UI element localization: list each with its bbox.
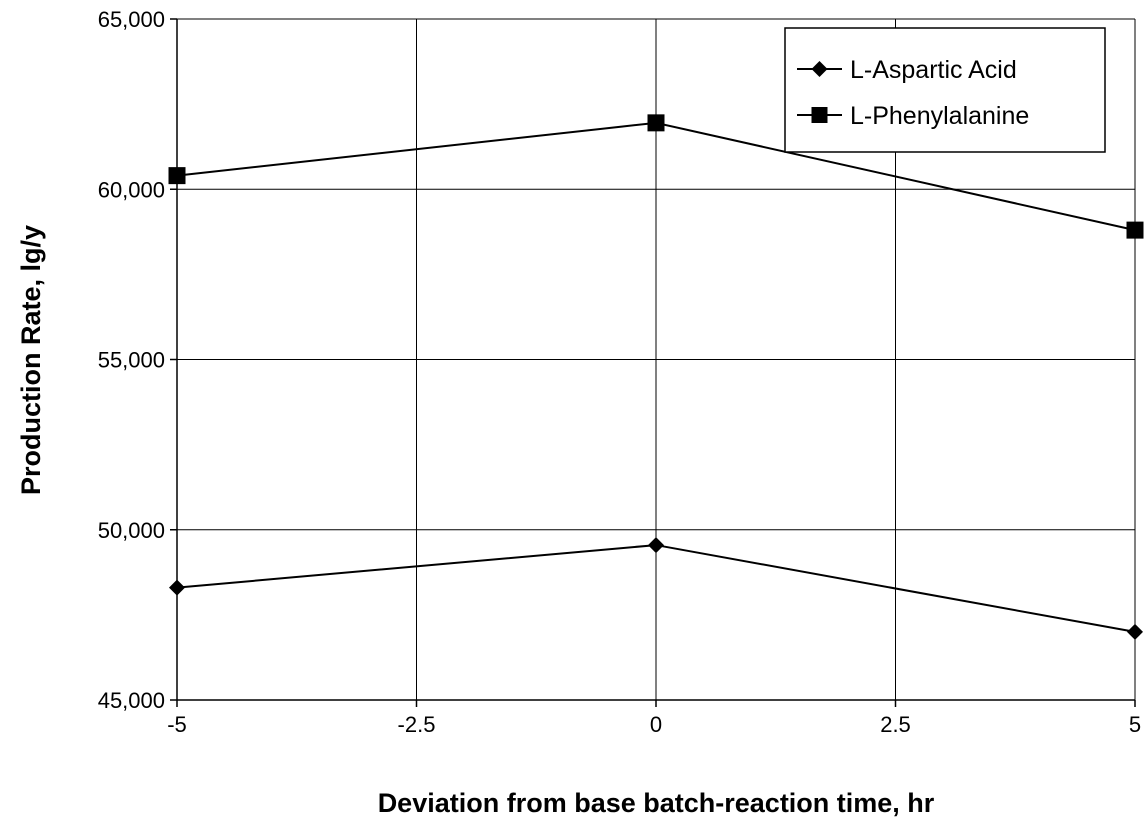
data-point-diamond	[1127, 623, 1143, 640]
legend-marker-square	[811, 107, 828, 123]
x-tick-label: 5	[1129, 712, 1141, 737]
y-tick-label: 45,000	[98, 688, 165, 713]
data-point-square	[647, 114, 665, 132]
data-point-square	[1126, 221, 1144, 239]
legend: L-Aspartic Acid L-Phenylalanine	[784, 27, 1106, 153]
x-axis-title: Deviation from base batch-reaction time,…	[378, 788, 935, 818]
data-point-diamond	[169, 579, 185, 596]
y-tick-label: 50,000	[98, 518, 165, 543]
tick-labels: -5 -2.5 0 2.5 5 45,000 50,000 55,000 60,000 65,00…	[98, 7, 1141, 737]
series-aspartic-acid	[169, 537, 1143, 640]
series	[168, 114, 1144, 640]
y-tick-label: 55,000	[98, 348, 165, 373]
x-tick-label: -2.5	[398, 712, 436, 737]
legend-box	[784, 27, 1106, 153]
legend-label-aspartic: L-Aspartic Acid	[850, 56, 1017, 84]
data-point-square	[168, 167, 186, 185]
x-tick-label: 2.5	[880, 712, 911, 737]
series-phenylalanine	[168, 114, 1144, 239]
legend-label-phenylalanine: L-Phenylalanine	[850, 102, 1029, 130]
y-tick-label: 65,000	[98, 7, 165, 32]
y-axis-title: Production Rate, lg/y	[16, 225, 46, 495]
data-point-diamond	[648, 537, 664, 554]
y-tick-label: 60,000	[98, 177, 165, 202]
legend-marker-diamond	[811, 61, 828, 77]
x-tick-label: 0	[650, 712, 662, 737]
x-tick-label: -5	[167, 712, 187, 737]
